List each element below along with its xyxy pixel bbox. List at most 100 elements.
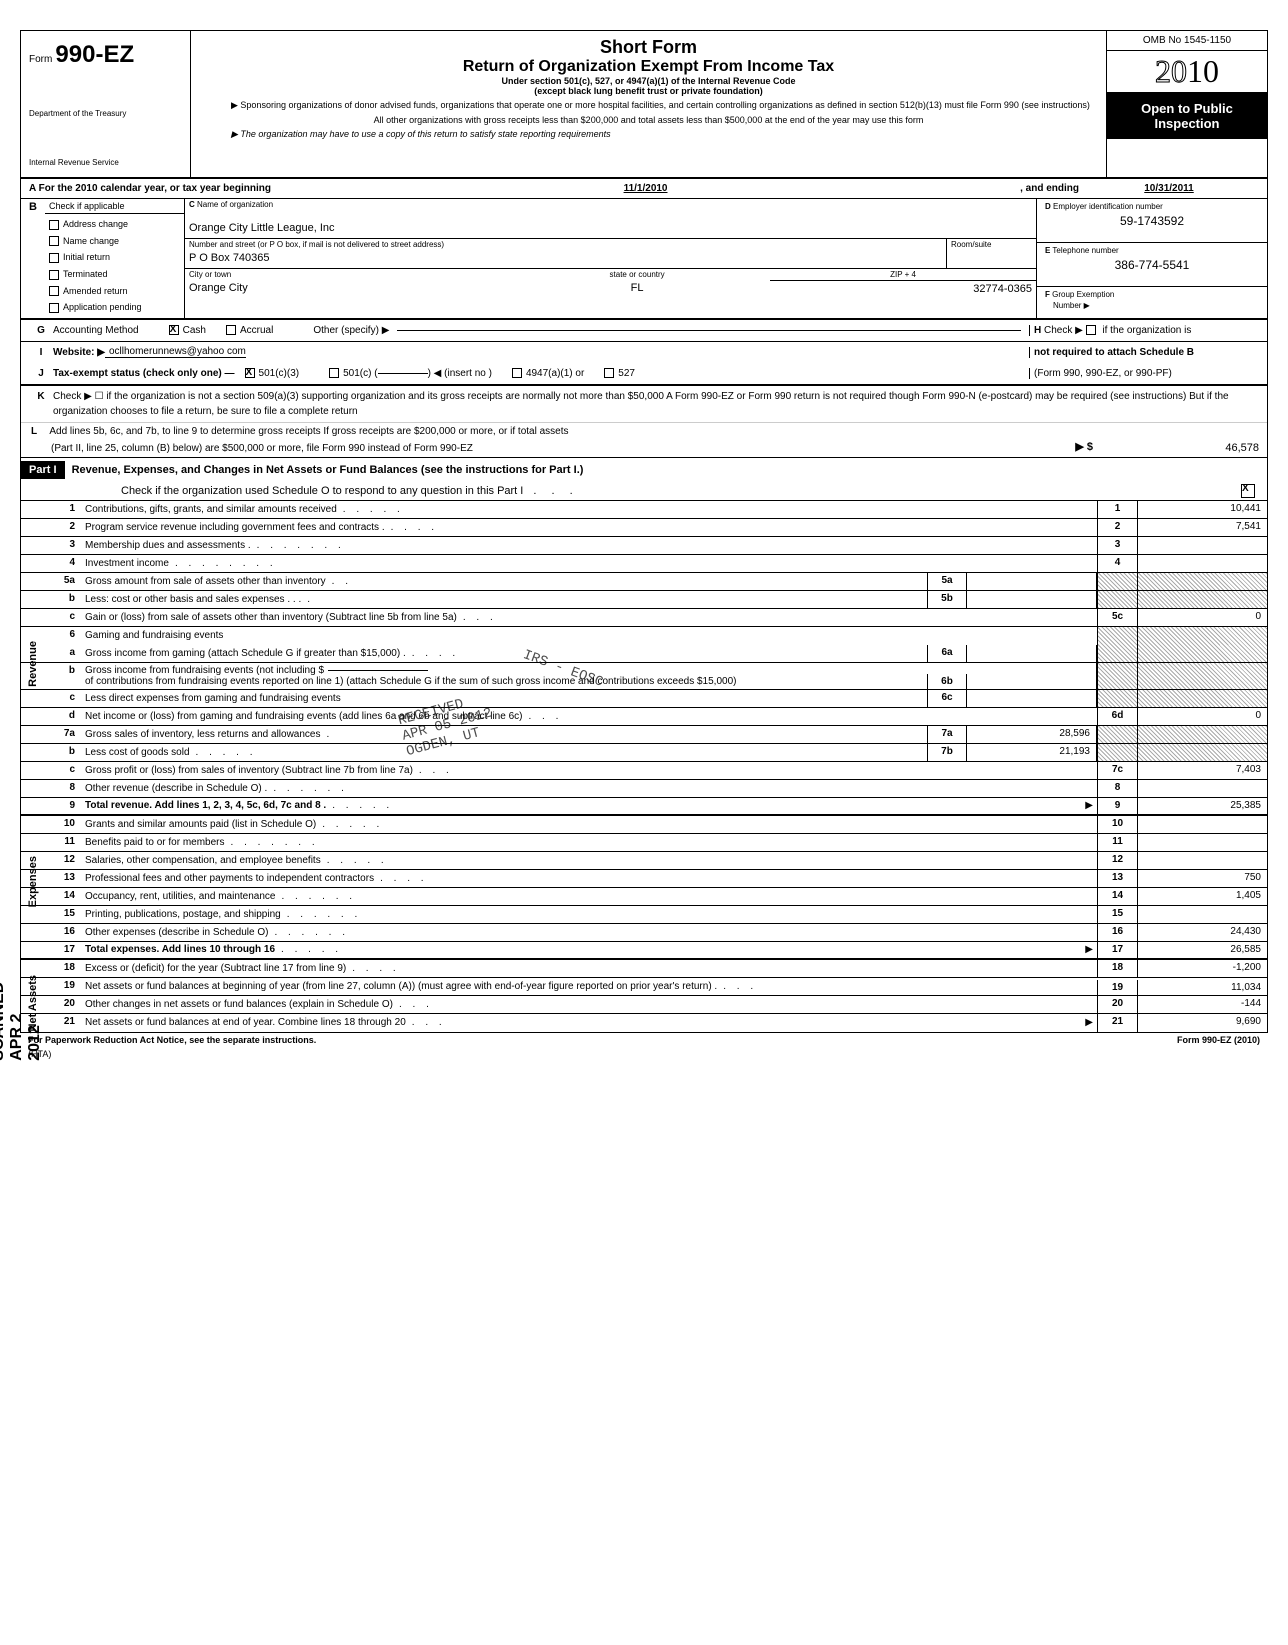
checkbox-app-pending[interactable] — [49, 303, 59, 313]
line-5c: c Gain or (loss) from sale of assets oth… — [21, 609, 1267, 627]
checkbox-amended[interactable] — [49, 286, 59, 296]
line-5b-shaded — [1097, 591, 1137, 608]
section-l-row: L Add lines 5b, 6c, and 7b, to line 9 to… — [21, 422, 1267, 440]
h-text1: if the organization is — [1102, 325, 1191, 336]
omb-number: OMB No 1545-1150 — [1107, 31, 1267, 51]
line-3-num: 3 — [21, 537, 81, 554]
street-label: Number and street (or P O box, if mail i… — [185, 239, 946, 250]
app-pending-label: Application pending — [63, 302, 142, 312]
letter-l: L — [31, 426, 47, 437]
checkbox-schedule-b[interactable] — [1086, 325, 1096, 335]
checkbox-initial-return[interactable] — [49, 253, 59, 263]
line-13-val: 750 — [1137, 870, 1267, 887]
form-990ez: Form 990-EZ Department of the Treasury I… — [20, 30, 1268, 1033]
line-3-desc: Membership dues and assessments . — [85, 540, 251, 551]
line-21-rnum: 21 — [1097, 1014, 1137, 1032]
city-label: City or town — [185, 269, 504, 280]
letter-d: D — [1045, 202, 1051, 211]
line-5a-desc: Gross amount from sale of assets other t… — [85, 576, 326, 587]
checkbox-terminated[interactable] — [49, 270, 59, 280]
line-10-val — [1137, 816, 1267, 833]
line-19-val: 11,034 — [1137, 980, 1267, 995]
subtitle-code: Under section 501(c), 527, or 4947(a)(1)… — [201, 76, 1096, 86]
line-6a-shaded-val — [1137, 645, 1267, 662]
line-16-num: 16 — [21, 924, 81, 941]
checkbox-cash[interactable] — [169, 325, 179, 335]
line-6d-rnum: 6d — [1097, 708, 1137, 725]
line-6c-box: 6c — [927, 690, 967, 707]
line-2-num: 2 — [21, 519, 81, 536]
footer-form-ref: Form 990-EZ (2010) — [1177, 1035, 1260, 1045]
line-1-val: 10,441 — [1137, 501, 1267, 518]
terminated-label: Terminated — [63, 269, 108, 279]
line-6-shaded-val — [1137, 627, 1267, 645]
line-11-rnum: 11 — [1097, 834, 1137, 851]
footer: For Paperwork Reduction Act Notice, see … — [20, 1033, 1268, 1047]
letter-f: F — [1045, 290, 1050, 299]
net-assets-section: Net Assets 18 Excess or (deficit) for th… — [21, 960, 1267, 1032]
line-6c: c Less direct expenses from gaming and f… — [21, 690, 1267, 708]
checkbox-527[interactable] — [604, 368, 614, 378]
line-17-val: 26,585 — [1137, 942, 1267, 958]
checkbox-name-change[interactable] — [49, 236, 59, 246]
line-10-num: 10 — [21, 816, 81, 833]
revenue-side-label: Revenue — [27, 641, 39, 687]
line-7c-desc: Gross profit or (loss) from sales of inv… — [85, 765, 413, 776]
line-3-rnum: 3 — [1097, 537, 1137, 554]
line-7a-box: 7a — [927, 726, 967, 743]
letter-e: E — [1045, 246, 1050, 255]
gross-receipts-arrow: ▶ $ — [1071, 440, 1097, 457]
city-value: Orange City — [185, 280, 504, 298]
schedule-o-check-row: Check if the organization used Schedule … — [21, 482, 1267, 501]
line-6d-desc: Net income or (loss) from gaming and fun… — [85, 711, 522, 722]
line-12-val — [1137, 852, 1267, 869]
line-13-desc: Professional fees and other payments to … — [85, 873, 374, 884]
line-7b-shaded-val — [1137, 744, 1267, 761]
line-9: 9 Total revenue. Add lines 1, 2, 3, 4, 5… — [21, 798, 1267, 816]
line-16-val: 24,430 — [1137, 924, 1267, 941]
line-6b-box: 6b — [927, 674, 967, 689]
line-6a-shaded — [1097, 645, 1137, 662]
checkbox-accrual[interactable] — [226, 325, 236, 335]
checkbox-501c3[interactable] — [245, 368, 255, 378]
line-16-desc: Other expenses (describe in Schedule O) — [85, 927, 268, 938]
line-6d-val: 0 — [1137, 708, 1267, 725]
line-21: 21 Net assets or fund balances at end of… — [21, 1014, 1267, 1032]
line-7b-desc: Less cost of goods sold — [85, 747, 190, 758]
checkbox-address-change[interactable] — [49, 220, 59, 230]
line-20-val: -144 — [1137, 996, 1267, 1013]
checkbox-schedule-o[interactable] — [1241, 484, 1255, 498]
line-6c-desc: Less direct expenses from gaming and fun… — [85, 693, 341, 704]
header-right: OMB No 1545-1150 2010 Open to Public Ins… — [1107, 31, 1267, 177]
line-6b-desc2: of contributions from fundraising events… — [85, 676, 736, 687]
line-4-num: 4 — [21, 555, 81, 572]
line-1-num: 1 — [21, 501, 81, 518]
l-text2: (Part II, line 25, column (B) below) are… — [21, 440, 1071, 457]
line-15-num: 15 — [21, 906, 81, 923]
line-8-num: 8 — [21, 780, 81, 797]
dept-irs: Internal Revenue Service — [29, 158, 182, 167]
line-7b: b Less cost of goods sold. . . . . 7b 21… — [21, 744, 1267, 762]
street-value: P O Box 740365 — [185, 250, 946, 268]
line-4-rnum: 4 — [1097, 555, 1137, 572]
line-17: 17 Total expenses. Add lines 10 through … — [21, 942, 1267, 960]
letter-i: I — [29, 345, 53, 360]
checkbox-501c[interactable] — [329, 368, 339, 378]
accounting-method-label: Accounting Method — [53, 325, 139, 336]
form-prefix: Form — [29, 54, 52, 65]
opt-527: 527 — [618, 368, 635, 379]
other-specify-label: Other (specify) ▶ — [273, 325, 389, 336]
amended-label: Amended return — [63, 286, 128, 296]
line-6d: d Net income or (loss) from gaming and f… — [21, 708, 1267, 726]
line-15-rnum: 15 — [1097, 906, 1137, 923]
room-label: Room/suite — [947, 239, 1036, 250]
line-20: 20 Other changes in net assets or fund b… — [21, 996, 1267, 1014]
line-6b-shaded-val — [1137, 663, 1267, 689]
zip-label: ZIP + 4 — [770, 269, 1036, 281]
line-10: 10 Grants and similar amounts paid (list… — [21, 816, 1267, 834]
check-applicable-label: Check if applicable — [45, 199, 184, 214]
line-18-val: -1,200 — [1137, 960, 1267, 977]
line-6d-num: d — [21, 708, 81, 725]
checkbox-4947[interactable] — [512, 368, 522, 378]
line-2-val: 7,541 — [1137, 519, 1267, 536]
